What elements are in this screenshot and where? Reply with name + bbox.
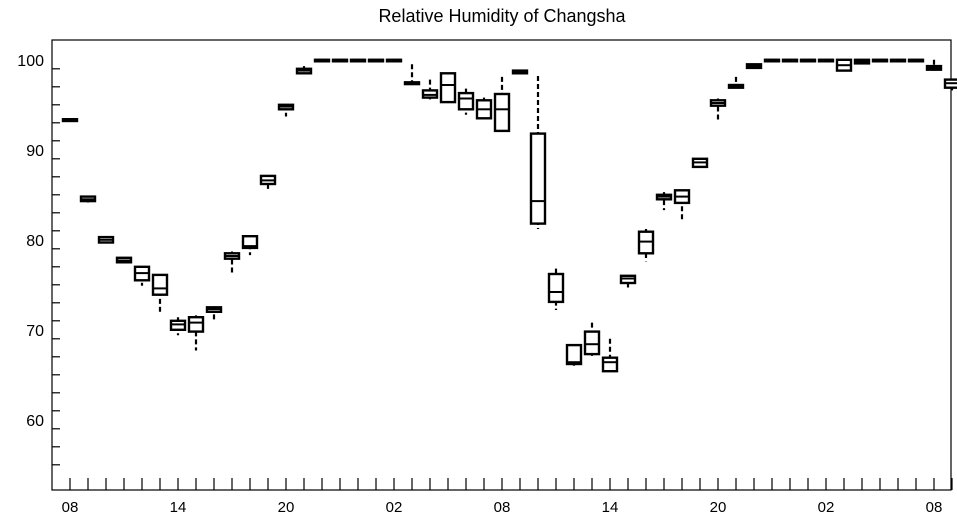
box-3 [115,256,133,265]
box-16 [349,58,367,63]
box-30 [601,338,619,373]
box-27 [547,268,565,310]
box-11 [259,174,277,191]
box-21 [439,72,457,105]
box-12 [277,103,295,117]
box-26 [529,76,547,229]
box-0 [61,117,79,123]
box-14 [313,58,331,63]
box-body [583,330,601,356]
box-24 [493,76,511,133]
box-42 [817,58,835,63]
x-tick-label: 02 [386,499,403,516]
box-4 [133,265,151,286]
box-32 [637,229,655,262]
box-body [529,132,547,225]
box-20 [421,79,439,100]
x-tick-label: 08 [62,499,79,516]
box-19 [403,64,421,86]
box-7 [187,315,205,351]
box-body [457,91,475,111]
box-28 [565,343,583,366]
box-40 [781,58,799,63]
box-44 [853,58,871,65]
x-axis: 08 14 20 02 08 14 20 02 08 [62,478,953,516]
box-body [439,72,457,104]
box-33 [655,192,673,211]
box-29 [583,322,601,356]
box-18 [385,58,403,63]
box-5 [151,273,169,312]
box-41 [799,58,817,63]
box-body [493,92,511,133]
box-38 [745,63,763,70]
box-body [241,234,259,250]
box-46 [889,58,907,63]
box-37 [727,76,745,89]
box-23 [475,97,493,121]
box-35 [691,157,709,169]
box-8 [205,306,223,322]
x-tick-label: 20 [278,499,295,516]
box-25 [511,69,529,75]
box-15 [331,58,349,63]
x-tick-label: 02 [818,499,835,516]
chart-title: Relative Humidity of Changsha [378,6,626,26]
box-36 [709,98,727,122]
box-31 [619,274,637,288]
y-tick-label: 100 [17,53,44,70]
box-6 [169,317,187,336]
y-tick-label: 90 [26,143,44,160]
box-body [565,343,583,366]
box-49 [943,78,957,91]
y-axis: 60 70 80 90 100 [17,53,60,466]
box-34 [673,189,691,221]
box-9 [223,251,241,274]
box-13 [295,66,313,75]
box-2 [97,235,115,244]
y-tick-label: 70 [26,323,44,340]
box-47 [907,58,925,63]
x-tick-label: 14 [170,499,187,516]
box-10 [241,234,259,256]
box-body [151,273,169,296]
box-48 [925,59,943,71]
box-body [187,316,205,333]
x-tick-label: 20 [710,499,727,516]
box-17 [367,58,385,63]
x-tick-label: 08 [494,499,511,516]
x-tick-label: 14 [602,499,619,516]
box-1 [79,195,97,203]
box-22 [457,88,475,115]
x-tick-label: 08 [926,499,943,516]
box-body [601,356,619,373]
box-39 [763,58,781,63]
y-tick-label: 80 [26,233,44,250]
box-43 [835,58,853,72]
box-body [547,272,565,304]
y-tick-label: 60 [26,413,44,430]
box-series [61,58,957,373]
box-45 [871,58,889,63]
